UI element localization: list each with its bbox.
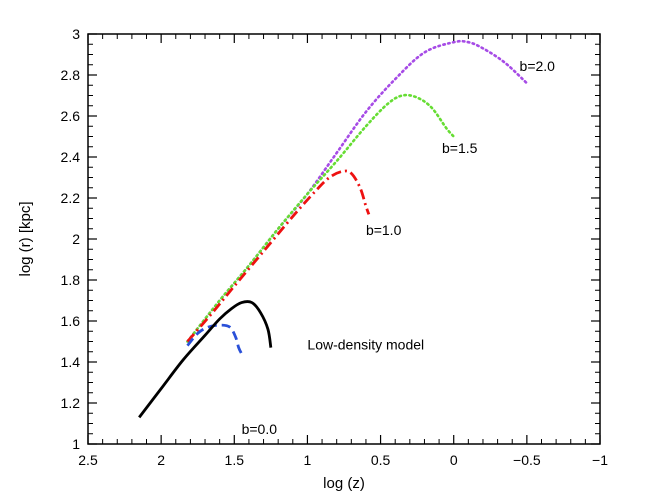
y-tick-label: 1	[72, 436, 80, 452]
x-axis-title: log (z)	[323, 475, 365, 492]
x-axis-ticks: 2.5 2 1.5 1 0.5 0 −0.5 −1	[78, 34, 608, 468]
x-tick-label: −0.5	[513, 452, 541, 468]
y-tick-label: 2.6	[61, 108, 81, 124]
series-line-b-1-5	[186, 93, 456, 343]
curve-label: b=2.0	[520, 58, 556, 74]
x-tick-label: −1	[592, 452, 608, 468]
y-tick-label: 2	[72, 231, 80, 247]
x-tick-label: 2	[157, 452, 165, 468]
series-line-b-0-0	[186, 323, 243, 355]
curve-label: b=1.5	[442, 140, 478, 156]
series-layer	[138, 39, 529, 419]
series-line-b-1-0	[186, 169, 371, 343]
curve-label: b=1.0	[366, 222, 402, 238]
curve-label: b=0.0	[242, 421, 278, 437]
annotation-layer: Low-density model b=0.0 b=1.0 b=1.5 b=2.0	[242, 58, 556, 437]
y-tick-label: 1.4	[61, 354, 81, 370]
series-line-low-density-model	[138, 300, 273, 419]
y-tick-label: 2.2	[61, 190, 81, 206]
x-tick-label: 2.5	[78, 452, 98, 468]
y-tick-label: 1.2	[61, 395, 81, 411]
x-tick-label: 0.5	[371, 452, 391, 468]
x-tick-label: 1.5	[225, 452, 245, 468]
y-tick-label: 1.6	[61, 313, 81, 329]
curve-label: Low-density model	[307, 337, 424, 353]
x-tick-label: 1	[304, 452, 312, 468]
y-tick-label: 2.8	[61, 67, 81, 83]
y-axis-title: log (r) [kpc]	[17, 201, 34, 276]
series-line-b-2-0	[186, 39, 529, 343]
y-axis-ticks: 1 1.2 1.4 1.6 1.8 2 2.2 2.4 2.6 2.8 3	[61, 26, 600, 452]
x-tick-label: 0	[450, 452, 458, 468]
y-tick-label: 1.8	[61, 272, 81, 288]
y-tick-label: 3	[72, 26, 80, 42]
y-tick-label: 2.4	[61, 149, 81, 165]
